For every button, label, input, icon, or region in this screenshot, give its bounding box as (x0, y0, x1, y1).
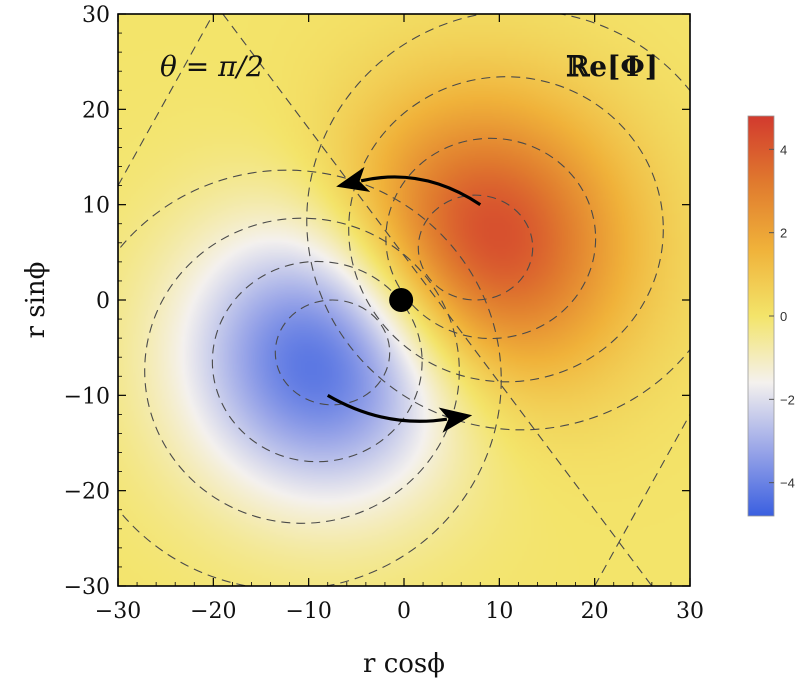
center-marker (389, 288, 414, 312)
rotation-arrow-upper (336, 166, 482, 206)
colorbar: 4 2 0 −2 −4 (747, 115, 795, 517)
contour-ring (385, 137, 597, 340)
contour-ring (274, 299, 391, 406)
colorbar-tick-label: 4 (780, 142, 787, 157)
contour-separatrix (118, 14, 214, 186)
contour-separatrix (594, 414, 690, 586)
contour-ring (348, 76, 664, 383)
x-tick-label: 0 (397, 599, 411, 624)
contour-lines (118, 14, 690, 586)
y-tick-label: −20 (64, 480, 110, 505)
x-tick-label: −20 (190, 599, 236, 624)
contour-ring (144, 217, 460, 524)
x-tick-label: 20 (581, 599, 609, 624)
contour-ring (417, 194, 534, 301)
colorbar-ticks: 4 2 0 −2 −4 (769, 142, 795, 491)
colorbar-tick-label: 0 (780, 309, 787, 324)
y-tick-label: 0 (96, 289, 110, 314)
axis-ticks (117, 13, 691, 587)
rotation-arrow-lower (326, 393, 473, 433)
plot-area (117, 13, 691, 587)
theta-annotation: θ = π/2 (160, 50, 264, 83)
y-tick-labels: −30 −20 −10 0 10 20 30 (64, 3, 110, 600)
x-tick-label: −30 (95, 599, 141, 624)
rotation-arrows (326, 166, 482, 433)
y-tick-label: 20 (82, 98, 110, 123)
colorbar-tick-label: −4 (780, 476, 795, 491)
colorbar-tick-label: 2 (780, 226, 787, 241)
x-axis-label: r cosϕ (363, 649, 445, 679)
y-tick-label: 10 (82, 194, 110, 219)
x-tick-label: 30 (676, 599, 704, 624)
y-axis-label: r sinϕ (21, 262, 51, 339)
colorbar-tick-label: −2 (780, 392, 795, 407)
contour-ring (118, 169, 502, 586)
y-tick-label: −10 (64, 384, 110, 409)
contour-ring (306, 14, 690, 431)
x-tick-label: 10 (485, 599, 513, 624)
y-tick-label: −30 (64, 575, 110, 600)
x-tick-labels: −30 −20 −10 0 10 20 30 (95, 599, 704, 624)
y-tick-label: 30 (82, 3, 110, 28)
contour-ring (211, 260, 423, 463)
x-tick-label: −10 (285, 599, 331, 624)
field-annotation: ℝe[Φ] (566, 50, 658, 83)
